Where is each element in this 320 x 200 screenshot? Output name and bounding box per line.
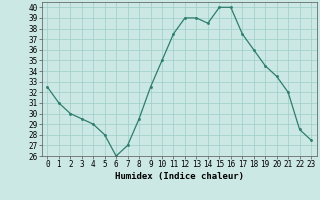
X-axis label: Humidex (Indice chaleur): Humidex (Indice chaleur): [115, 172, 244, 181]
